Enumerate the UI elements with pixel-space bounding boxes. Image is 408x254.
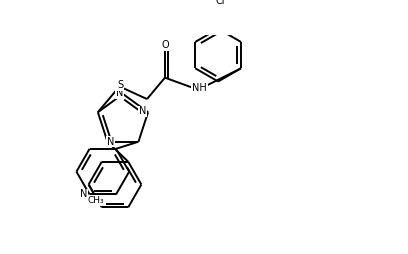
Text: CH₃: CH₃	[87, 196, 104, 205]
Text: O: O	[162, 40, 170, 50]
Text: N: N	[107, 137, 115, 147]
Text: NH: NH	[192, 83, 207, 93]
Text: N: N	[116, 88, 123, 98]
Text: N: N	[80, 189, 87, 199]
Text: Cl: Cl	[215, 0, 225, 6]
Text: N: N	[139, 106, 146, 116]
Text: S: S	[117, 80, 123, 90]
